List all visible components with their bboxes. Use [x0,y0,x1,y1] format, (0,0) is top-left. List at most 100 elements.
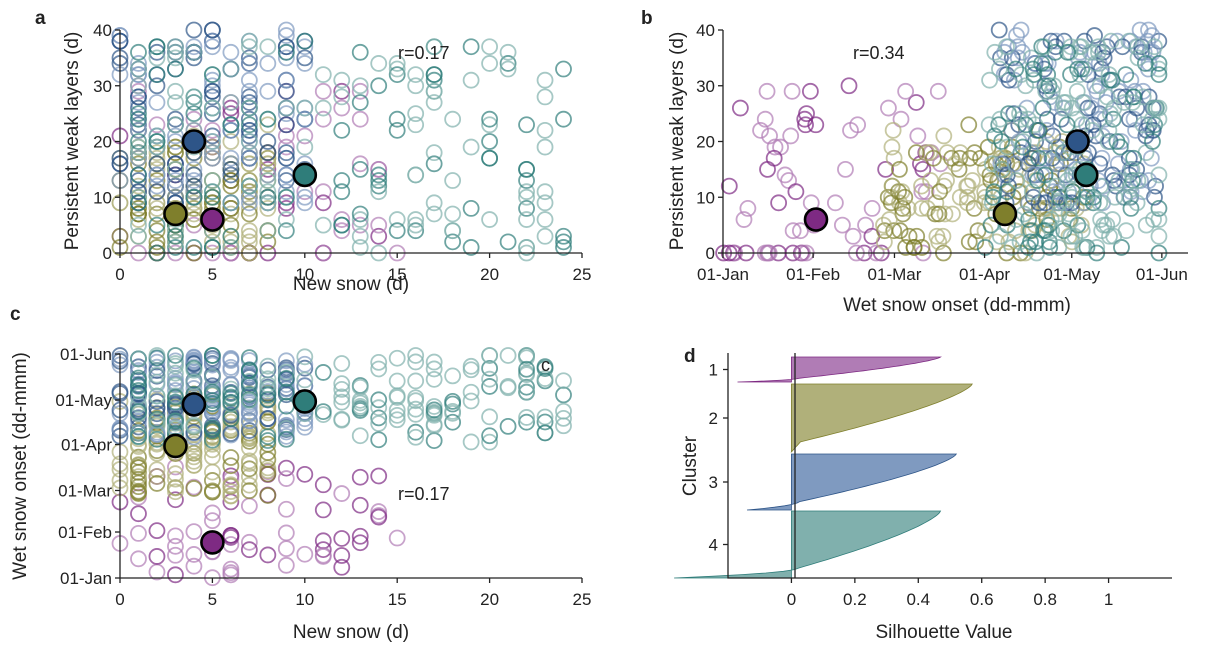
scatter-point [148,233,166,251]
scatter-point [167,382,184,399]
scatter-point [203,149,221,167]
scatter-point [185,373,203,391]
scatter-point [1128,194,1146,212]
x-tick-label: 1 [1104,590,1113,609]
scatter-point [167,43,184,61]
scatter-point [277,82,295,100]
scatter-point [203,77,221,95]
scatter-point [277,430,295,448]
scatter-point [1146,38,1163,56]
scatter-point [370,503,388,520]
scatter-point [148,116,166,134]
scatter-point [222,457,240,475]
scatter-point [1089,38,1107,56]
scatter-point [1020,211,1038,228]
scatter-point [333,82,351,100]
scatter-point [314,99,332,117]
scatter-point [203,66,221,83]
x-tick-label: 5 [208,265,217,284]
scatter-point [481,347,499,364]
scatter-point [167,376,184,394]
scatter-point [536,88,554,106]
scatter-point [536,413,554,431]
scatter-point [351,110,369,128]
scatter-point [351,216,369,234]
scatter-point [407,347,425,364]
x-tick-label: 5 [208,590,217,609]
scatter-point [934,227,952,245]
scatter-point [148,522,166,540]
scatter-point [185,199,203,217]
scatter-point [203,233,221,251]
scatter-point [370,216,388,234]
scatter-point [296,32,314,50]
scatter-point [892,110,910,128]
scatter-point [481,370,499,388]
y-tick-label: 10 [93,188,112,207]
scatter-point [240,369,258,386]
scatter-point [203,188,221,206]
scatter-point [222,483,240,500]
scatter-point [185,423,203,441]
scatter-point [259,370,277,388]
scatter-point [222,476,240,494]
panel-c-annotation: r=0.17 [398,484,450,504]
scatter-point [555,239,572,256]
scatter-point [444,413,462,431]
scatter-point [1007,60,1025,78]
scatter-point [259,386,277,404]
scatter-point [899,199,917,217]
scatter-point [130,524,147,542]
scatter-point [240,32,258,50]
scatter-point [185,523,203,541]
scatter-point [425,94,443,111]
scatter-point [351,205,369,223]
scatter-point [929,82,947,100]
scatter-point [148,138,166,156]
scatter-point [518,413,535,431]
scatter-point [425,406,443,424]
scatter-point [240,403,258,421]
scatter-point [148,475,166,492]
scatter-point [928,227,946,245]
scatter-point [536,424,554,442]
scatter-point [203,431,221,449]
scatter-point [444,205,462,223]
scatter-point [982,216,1000,234]
scatter-point [222,227,240,245]
centroid-cluster-2 [163,433,188,459]
scatter-point [1110,172,1128,189]
scatter-point [388,529,406,547]
scatter-point [240,199,258,217]
scatter-point [1019,110,1037,128]
scatter-point [130,121,147,139]
scatter-point [222,233,240,251]
scatter-point [875,233,893,251]
scatter-point [351,534,369,552]
scatter-point [1144,133,1161,150]
scatter-point [240,99,258,117]
scatter-point [167,546,184,564]
scatter-point [185,160,203,178]
scatter-point [185,110,203,128]
scatter-point [167,470,184,488]
scatter-point [240,177,258,195]
scatter-point [148,412,166,430]
scatter-point [370,77,388,95]
scatter-point [167,566,184,584]
scatter-point [333,71,351,89]
scatter-point [837,160,854,178]
scatter-point [462,38,480,56]
scatter-point [1068,110,1086,128]
scatter-point [167,160,184,178]
panel-c-extra-label: c [541,355,550,375]
scatter-point [240,38,258,56]
scatter-point [185,361,203,379]
scatter-point [462,383,480,401]
scatter-point [857,216,874,234]
scatter-point [752,121,769,139]
scatter-point [277,116,295,134]
scatter-point [167,155,184,173]
x-tick-label: 01-Jan [697,265,749,284]
scatter-point [148,49,166,67]
